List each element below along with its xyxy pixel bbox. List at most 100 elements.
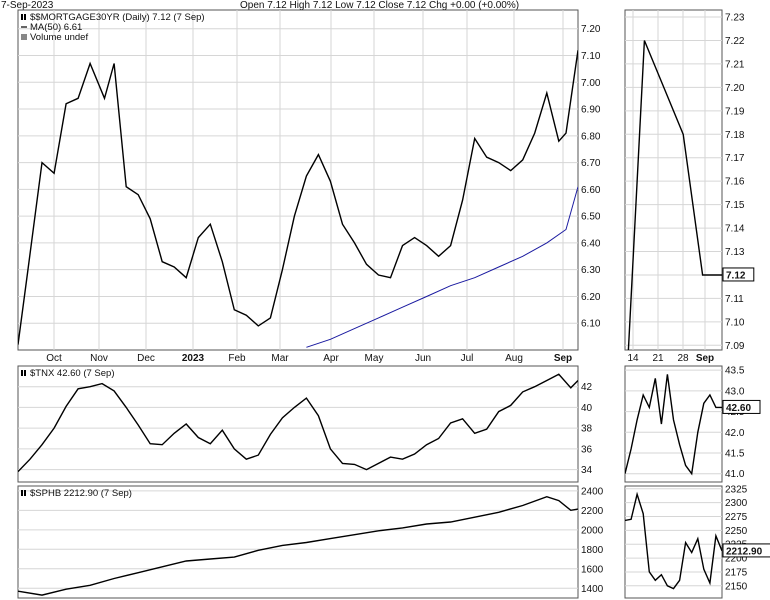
x-tick-label: Apr	[323, 353, 339, 364]
panel-sphb-short: 232523002275225022252200217521502212.90	[624, 484, 770, 599]
x-tick-label: Feb	[228, 353, 246, 364]
panel-main-long: 7.20 7.10 7.00 6.90 6.80 6.70 6.60 6.50 6.40 6.30…	[17, 9, 601, 364]
legend-entry: $TNX 42.60 (7 Sep)	[30, 368, 115, 379]
last-value-label: 42.60	[726, 403, 751, 414]
price-line	[625, 491, 722, 590]
y-tick-label: 41.0	[725, 469, 745, 480]
y-tick-label: 6.30	[581, 265, 601, 276]
header-date: 7-Sep-2023	[1, 0, 54, 11]
y-tick-label: 2275	[725, 512, 748, 523]
y-tick-label: 43.5	[725, 366, 745, 377]
y-tick-label: 2300	[725, 498, 748, 509]
y-tick-label: 7.18	[725, 130, 745, 141]
legend-marker	[24, 490, 26, 496]
y-tick-label: 2175	[725, 567, 748, 578]
panel-sphb-long: 2400 2200 2000 1800 1600 1400 $SPHB 2212.90 (7…	[17, 485, 604, 599]
y-tick-label: 7.15	[725, 200, 745, 211]
y-tick-label: 2400	[581, 486, 604, 497]
x-tick-label: May	[365, 353, 384, 364]
x-tick-label: 2023	[182, 353, 205, 364]
x-tick-label: 21	[652, 353, 664, 364]
panel-main-short: 7.23 7.22 7.21 7.20 7.19 7.18 7.17 7.16 7.15 7.14…	[624, 9, 755, 364]
last-value-label: 7.12	[726, 270, 746, 281]
y-tick-label: 2150	[725, 581, 748, 592]
y-tick-label: 7.17	[725, 153, 745, 164]
y-tick-label: 6.50	[581, 212, 601, 223]
last-value-box	[722, 543, 770, 558]
y-tick-label: 7.22	[725, 36, 745, 47]
legend-marker	[21, 490, 23, 496]
y-tick-label: 2200	[581, 506, 604, 517]
y-tick-label: 7.20	[725, 83, 745, 94]
y-tick-label: 6.90	[581, 105, 601, 116]
legend-entry: MA(50) 6.61	[30, 22, 82, 33]
price-line	[18, 50, 578, 345]
y-tick-label: 2200	[725, 554, 748, 565]
x-tick-label: Jul	[461, 353, 474, 364]
y-tick-label: 40	[581, 403, 593, 414]
ma50-line	[306, 186, 578, 348]
y-tick-label: 1600	[581, 564, 604, 575]
last-value-box	[722, 399, 761, 414]
price-line	[625, 374, 722, 476]
last-value-box	[722, 267, 755, 282]
panel-frame	[17, 485, 579, 599]
y-tick-label: 7.11	[725, 294, 744, 305]
y-tick-label: 6.40	[581, 238, 601, 249]
legend-marker	[21, 14, 23, 20]
price-line	[627, 40, 722, 350]
y-tick-label: 2000	[581, 525, 604, 536]
x-tick-label: Jun	[415, 353, 431, 364]
x-tick-label: 14	[627, 353, 639, 364]
y-tick-label: 7.20	[581, 24, 601, 35]
x-tick-label: Sep	[554, 353, 572, 364]
y-tick-label: 1800	[581, 545, 604, 556]
y-tick-label: 38	[581, 424, 593, 435]
y-tick-label: 7.16	[725, 177, 745, 188]
last-value-label: 2212.90	[726, 546, 763, 557]
y-tick-label: 34	[581, 465, 593, 476]
x-tick-label: 28	[677, 353, 689, 364]
y-tick-label: 6.20	[581, 292, 601, 303]
y-tick-label: 7.19	[725, 106, 745, 117]
panel-frame	[17, 365, 579, 483]
panel-tnx-short: 43.543.042.542.041.541.042.60	[624, 365, 761, 483]
panel-frame	[624, 485, 723, 599]
y-tick-label: 42	[581, 382, 593, 393]
x-tick-label: Nov	[90, 353, 108, 364]
y-tick-label: 7.13	[725, 247, 745, 258]
legend-marker	[21, 370, 23, 376]
legend-entry: Volume undef	[30, 32, 88, 43]
legend-entry: $$MORTGAGE30YR (Daily) 7.12 (7 Sep)	[30, 12, 205, 23]
y-tick-label: 6.10	[581, 319, 601, 330]
y-tick-label: 1400	[581, 584, 604, 595]
y-tick-label: 42.0	[725, 428, 745, 439]
price-line	[18, 495, 578, 596]
y-tick-label: 7.09	[725, 341, 745, 352]
x-tick-label: Sep	[696, 353, 714, 364]
y-tick-label: 36	[581, 444, 593, 455]
y-tick-label: 7.10	[725, 317, 745, 328]
y-tick-label: 41.5	[725, 449, 745, 460]
y-tick-label: 6.70	[581, 158, 601, 169]
y-tick-label: 7.10	[581, 51, 601, 62]
y-tick-label: 6.80	[581, 131, 601, 142]
x-tick-label: Dec	[137, 353, 155, 364]
y-tick-label: 7.00	[581, 78, 601, 89]
legend-marker	[24, 370, 26, 376]
legend-entry: $SPHB 2212.90 (7 Sep)	[30, 488, 132, 499]
panel-frame	[624, 365, 723, 483]
x-tick-label: Aug	[505, 353, 523, 364]
y-tick-label: 7.21	[725, 59, 745, 70]
header-quote: Open 7.12 High 7.12 Low 7.12 Close 7.12 …	[240, 0, 519, 11]
x-tick-label: Oct	[46, 353, 62, 364]
panel-tnx-long: 42 40 38 36 34 $TNX 42.60 (7 Sep)	[17, 365, 593, 483]
y-tick-label: 2325	[725, 484, 748, 495]
y-tick-label: 7.23	[725, 13, 745, 24]
y-tick-label: 7.14	[725, 224, 745, 235]
panel-frame	[17, 9, 579, 351]
legend-marker	[24, 14, 26, 20]
y-tick-label: 6.60	[581, 185, 601, 196]
y-tick-label: 43.0	[725, 386, 745, 397]
